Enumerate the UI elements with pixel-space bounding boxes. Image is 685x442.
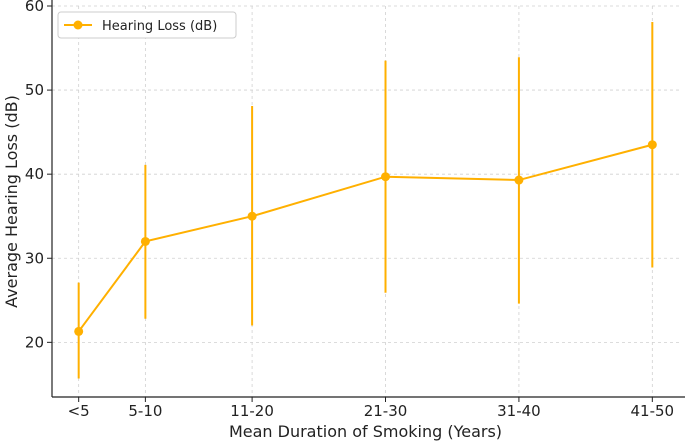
data-point — [381, 172, 391, 182]
x-tick-label: <5 — [68, 402, 90, 420]
legend-box — [57, 11, 237, 39]
data-point — [514, 175, 524, 185]
tick-labels: 20 30 40 50 60 <5 5-10 11-20 21-30 31-40 41-50 — [25, 0, 674, 420]
legend-entry-label: Hearing Loss (dB) — [102, 19, 217, 34]
y-tick-label: 40 — [25, 165, 44, 183]
legend: Hearing Loss (dB) — [57, 11, 237, 39]
y-tick-label: 50 — [25, 81, 44, 99]
data-point — [647, 140, 657, 150]
data-point — [247, 211, 257, 221]
data-point — [140, 236, 150, 246]
series-polyline — [77, 143, 653, 333]
x-tick-label: 21-30 — [364, 402, 408, 420]
y-tick-label: 20 — [25, 333, 44, 351]
y-axis-label: Average Hearing Loss (dB) — [2, 95, 21, 308]
x-tick-label: 31-40 — [497, 402, 541, 420]
error-bars — [77, 21, 654, 379]
x-tick-label: 11-20 — [230, 402, 274, 420]
y-tick-label: 30 — [25, 249, 44, 267]
data-point — [74, 326, 84, 336]
x-axis-label: Mean Duration of Smoking (Years) — [229, 422, 502, 441]
series-line — [74, 140, 657, 336]
legend-dot-marker — [73, 20, 83, 30]
axes — [47, 0, 685, 402]
x-tick-label: 5-10 — [128, 402, 162, 420]
y-tick-label: 60 — [25, 0, 44, 15]
x-tick-label: 41-50 — [631, 402, 675, 420]
